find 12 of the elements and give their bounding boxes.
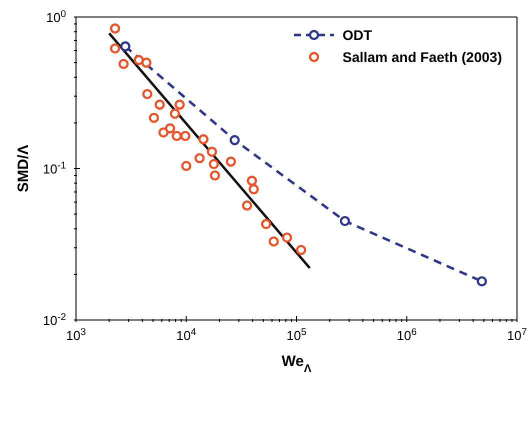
x-tick-label: 10$^{4}$ — [176, 326, 197, 343]
x-axis-title: We$_{Λ}$ — [282, 353, 312, 375]
legend-label: ODT — [342, 27, 372, 43]
x-tick-label: 10$^{6}$ — [396, 326, 417, 343]
x-tick-label: 10$^{7}$ — [507, 326, 527, 343]
x-tick-label: 10$^{3}$ — [66, 326, 86, 343]
y-tick-label: 10$^{-1}$ — [42, 160, 66, 176]
y-tick-label: 10$^{-2}$ — [42, 312, 66, 328]
y-axis-title: SMD/Λ — [15, 144, 32, 192]
legend-label: Sallam and Faeth (2003) — [342, 49, 502, 65]
y-tick-label: 10$^{0}$ — [46, 8, 67, 25]
x-tick-label: 10$^{5}$ — [286, 326, 308, 343]
